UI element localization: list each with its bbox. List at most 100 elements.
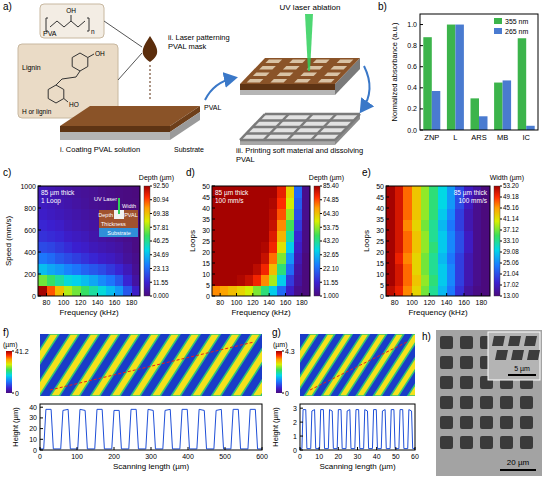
- heat-cell: [245, 274, 254, 286]
- heat-cell: [72, 285, 81, 296]
- heat-cell: [245, 285, 254, 296]
- grid-opening: [480, 396, 493, 409]
- height-profile: [40, 409, 262, 449]
- y-tick-label: 40: [29, 404, 37, 411]
- heat-cell: [294, 186, 303, 198]
- heat-cell: [277, 219, 286, 231]
- heat-cell: [261, 285, 270, 296]
- printed-grid-bar: [311, 114, 336, 140]
- colorbar-tick-label: 92.50: [153, 182, 169, 189]
- colorbar-tick-label: 25.06: [503, 259, 519, 266]
- y-tick-label: 1000: [20, 183, 36, 190]
- colorbar: [314, 186, 320, 296]
- heat-cell: [302, 263, 310, 275]
- heat-cell: [212, 252, 221, 264]
- heat-cell: [38, 285, 47, 296]
- y-tick: [40, 439, 43, 440]
- x-tick: [63, 293, 64, 296]
- panel-label: b): [378, 1, 387, 12]
- heat-cell: [403, 241, 412, 253]
- heat-cell: [132, 252, 141, 264]
- legend-label: 355 nm: [505, 18, 529, 25]
- step-label: ii. Laser patterningPVAL mask: [168, 33, 230, 51]
- y-tick: [38, 296, 41, 297]
- heat-cell: [412, 208, 421, 220]
- heat-cell: [81, 252, 90, 264]
- heat-cell: [386, 241, 395, 253]
- heat-cell: [269, 263, 278, 275]
- y-tick-label: 3: [293, 405, 297, 412]
- heat-cell: [237, 263, 246, 275]
- heat-cell: [253, 274, 262, 286]
- heat-cell: [123, 241, 132, 253]
- y-tick-label: 0.2: [407, 105, 417, 112]
- heat-cell: [212, 274, 221, 286]
- heat-cell: [253, 208, 262, 220]
- heat-cell: [237, 241, 246, 253]
- plot-frame: [420, 14, 538, 130]
- grid-opening: [500, 436, 513, 449]
- x-tick-label: 180: [475, 299, 487, 306]
- heat-cell: [429, 186, 438, 198]
- heat-cell: [438, 285, 447, 296]
- colorbar: [494, 186, 500, 296]
- y-tick-label: 10: [202, 271, 210, 278]
- y-tick-label: 400: [24, 249, 36, 256]
- pval-front: [60, 126, 170, 132]
- ablated-hole: [294, 79, 311, 83]
- y-tick-label: 0.6: [407, 63, 417, 70]
- heat-cell: [395, 230, 404, 242]
- grid-opening: [508, 336, 521, 346]
- y-tick-label: 0.4: [407, 84, 417, 91]
- heat-cell: [438, 263, 447, 275]
- heat-cell: [455, 263, 464, 275]
- connector: [118, 53, 142, 80]
- colorbar-tick-label: 33.10: [503, 237, 519, 244]
- x-tick-label: 80: [391, 299, 399, 306]
- inset-substrate: [99, 228, 138, 237]
- annotation: 85 µm thick: [454, 189, 488, 197]
- pval-mask: [240, 58, 360, 84]
- x-tick-label: 80: [216, 299, 224, 306]
- y-axis-title: Height (µm): [11, 407, 20, 447]
- heat-cell: [286, 252, 295, 264]
- x-tick-label: 500: [219, 453, 231, 460]
- x-tick: [114, 447, 115, 450]
- colorbar-tick: [500, 285, 502, 286]
- heat-cell: [294, 241, 303, 253]
- ablated-hole: [277, 72, 294, 76]
- x-tick: [252, 293, 253, 296]
- grid-opening: [440, 336, 453, 349]
- heat-cell: [473, 263, 482, 275]
- heat-cell: [438, 197, 447, 209]
- heat-cell: [455, 285, 464, 296]
- heat-cell: [421, 241, 430, 253]
- heat-cell: [447, 274, 456, 286]
- ablated-hole: [259, 66, 276, 70]
- heat-cell: [412, 274, 421, 286]
- heat-cell: [89, 274, 98, 286]
- heat-cell: [473, 208, 482, 220]
- bar: [479, 116, 487, 130]
- heat-cell: [395, 208, 404, 220]
- heat-cell: [81, 263, 90, 275]
- colorbar-tick: [500, 241, 502, 242]
- y-tick-label: 35: [202, 216, 210, 223]
- pva-label: PVA: [43, 30, 57, 37]
- x-tick-label: 160: [109, 299, 121, 306]
- heat-cell: [220, 263, 229, 275]
- colorbar-tick-label: 57.81: [153, 224, 169, 231]
- plot-frame: [40, 404, 262, 450]
- heat-cell: [115, 252, 124, 264]
- y-tick: [420, 108, 423, 109]
- heat-cell: [412, 285, 421, 296]
- heat-cell: [106, 274, 115, 286]
- x-tick: [285, 293, 286, 296]
- process-arrow: [362, 66, 370, 110]
- x-tick: [412, 293, 413, 296]
- x-tick-label: 200: [108, 453, 120, 460]
- bar: [455, 25, 463, 130]
- heat-cell: [277, 263, 286, 275]
- x-tick-label: 100: [71, 453, 83, 460]
- y-tick-label: 10: [376, 271, 384, 278]
